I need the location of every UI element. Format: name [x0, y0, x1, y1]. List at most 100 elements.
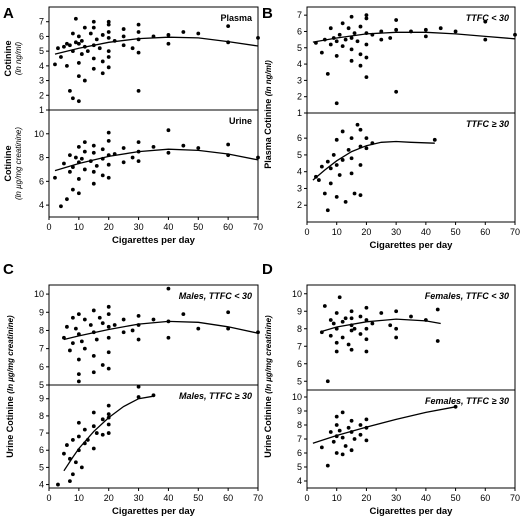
- data-point: [68, 169, 72, 174]
- y-tick-label: 5: [297, 43, 302, 53]
- data-point: [394, 326, 399, 331]
- y-tick-label: 2: [297, 200, 302, 210]
- subplot: 4 6 8 10 Urine Cotinine (ln µg/mg creatinine): [3, 109, 260, 218]
- x-tick-label: 20: [361, 493, 371, 503]
- data-point: [435, 339, 440, 343]
- data-point: [106, 366, 111, 371]
- data-point: [76, 191, 81, 196]
- y-tick-label: 10: [292, 289, 302, 299]
- y-tick-label: 8: [39, 153, 44, 163]
- data-point: [79, 465, 84, 470]
- data-point: [319, 50, 324, 55]
- data-point: [91, 150, 96, 155]
- x-tick-label: 40: [163, 222, 173, 232]
- data-point: [394, 89, 399, 94]
- x-tick-label: 70: [510, 493, 520, 503]
- data-point: [70, 31, 75, 36]
- data-point: [340, 452, 345, 457]
- data-point: [82, 427, 87, 432]
- fitted-curve: [63, 320, 259, 341]
- data-point: [91, 446, 96, 451]
- data-point: [65, 443, 69, 447]
- data-point: [334, 194, 339, 199]
- subplot: 1 2 3 4 5 6 7 Plasma Cotinine (ln ng/ml): [3, 6, 260, 115]
- data-point: [316, 178, 321, 182]
- data-point: [352, 326, 357, 331]
- y-axis-title-text: Urine Cotinine: [5, 394, 15, 458]
- y-tick-label: 8: [297, 324, 302, 334]
- data-point: [331, 321, 336, 326]
- data-point: [65, 63, 69, 68]
- y-tick-label: 7: [297, 341, 302, 351]
- data-point: [319, 164, 324, 169]
- data-point: [340, 335, 345, 340]
- subplot-label: Males, TTFC < 30: [179, 291, 252, 301]
- data-point: [432, 137, 437, 142]
- data-point: [100, 33, 105, 37]
- data-point: [364, 16, 369, 21]
- fitted-curve: [312, 31, 516, 43]
- fitted-curve: [63, 395, 154, 472]
- data-point: [82, 317, 87, 322]
- y-tick-label: 3: [297, 75, 302, 85]
- panel-d: D 5 6 7 8 9 10 Females, TTFC < 30 4 5 6 7 8 9 10 Female…: [262, 261, 520, 517]
- data-point: [53, 175, 57, 180]
- data-point: [364, 326, 369, 331]
- data-point: [136, 314, 141, 318]
- subplot-label: Plasma: [220, 13, 253, 23]
- x-tick-label: 20: [361, 227, 371, 237]
- y-tick-label: 6: [39, 31, 44, 41]
- data-point: [358, 52, 363, 57]
- data-point: [349, 418, 354, 423]
- data-point: [325, 379, 330, 384]
- data-point: [340, 158, 345, 162]
- data-point: [121, 330, 126, 335]
- x-tick-label: 30: [134, 493, 144, 503]
- data-point: [85, 49, 90, 54]
- y-axis-label: Urine Cotinine (ln µg/mg creatinine): [263, 315, 273, 458]
- data-point: [79, 156, 84, 161]
- data-point: [340, 435, 345, 440]
- data-point: [349, 14, 354, 19]
- data-point: [364, 438, 369, 443]
- data-point: [82, 167, 87, 172]
- data-point: [364, 337, 369, 342]
- x-tick-label: 10: [332, 493, 342, 503]
- data-point: [106, 324, 111, 329]
- y-tick-label: 5: [297, 462, 302, 472]
- data-point: [334, 163, 339, 167]
- x-axis-label: Cigarettes per day: [370, 240, 454, 251]
- data-point: [88, 323, 93, 327]
- data-point: [325, 208, 330, 213]
- data-point: [349, 328, 354, 333]
- data-point: [513, 32, 517, 37]
- subplot-label: Females, TTFC < 30: [425, 291, 509, 301]
- data-point: [121, 146, 126, 150]
- data-point: [91, 143, 96, 148]
- data-point: [325, 71, 330, 76]
- data-point: [73, 155, 78, 160]
- x-tick-label: 60: [223, 222, 233, 232]
- x-tick-label: 0: [304, 493, 309, 503]
- y-tick-label: 10: [34, 129, 44, 139]
- y-axis-title-text: Plasma Cotinine: [263, 96, 273, 169]
- data-point: [100, 173, 105, 178]
- data-point: [388, 323, 393, 328]
- x-tick-label: 10: [332, 227, 342, 237]
- data-point: [91, 410, 96, 415]
- plot-frame: [48, 384, 259, 489]
- data-point: [337, 173, 342, 177]
- data-point: [328, 166, 333, 171]
- y-tick-label: 3: [297, 183, 302, 193]
- data-point: [121, 43, 126, 48]
- x-tick-label: 50: [193, 222, 203, 232]
- data-point: [130, 46, 135, 51]
- y-tick-label: 5: [39, 380, 44, 390]
- y-tick-label: 1: [39, 105, 44, 115]
- data-point: [106, 403, 111, 408]
- data-point: [65, 197, 69, 202]
- data-point: [337, 428, 342, 433]
- x-tick-label: 10: [74, 222, 84, 232]
- data-point: [423, 27, 428, 32]
- data-point: [79, 38, 84, 43]
